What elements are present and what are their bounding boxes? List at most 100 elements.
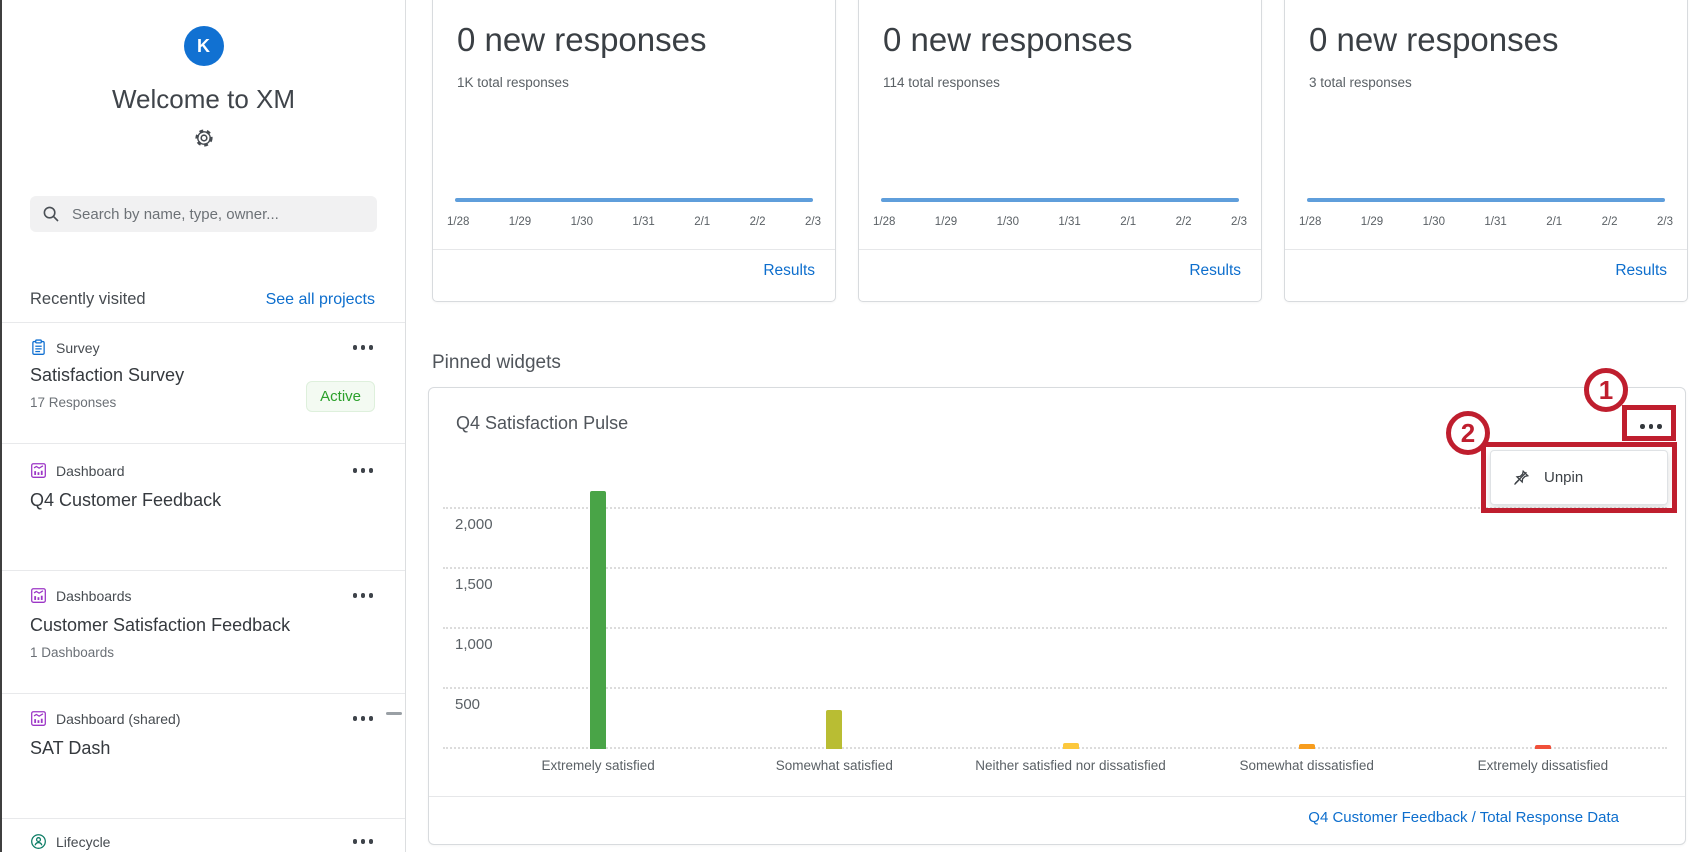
project-title[interactable]: Q4 Customer Feedback: [30, 490, 222, 510]
new-responses-headline: 0 new responses: [883, 21, 1133, 58]
x-axis-category-label: Extremely dissatisfied: [1477, 758, 1609, 773]
date-tick-label: 2/2: [749, 216, 766, 228]
search-box[interactable]: [30, 196, 377, 232]
sparkline-date-axis: 1/28 1/29 1/30 1/31 2/1 2/2 2/3: [447, 216, 821, 228]
recently-visited-label: Recently visited: [30, 290, 146, 308]
sidebar-item-satisfaction-survey[interactable]: Survey Satisfaction Survey 17 Responses …: [2, 322, 405, 443]
sparkline-date-axis: 1/28 1/29 1/30 1/31 2/1 2/2 2/3: [1299, 216, 1673, 228]
pinned-widget-q4-satisfaction-pulse: Q4 Satisfaction Pulse 500 1,000 1,500 2,000…: [428, 387, 1686, 845]
widget-footer-divider: [429, 796, 1685, 797]
x-axis-category-label: Somewhat dissatisfied: [1239, 758, 1374, 773]
dashboard-icon: [30, 710, 47, 727]
satisfaction-chart-plot: 500 1,000 1,500 2,000 Extremely satisfied Som…: [443, 449, 1667, 773]
search-icon: [42, 205, 60, 223]
status-badge: Active: [306, 381, 375, 412]
date-tick-label: 2/3: [1657, 216, 1673, 228]
date-tick-label: 1/28: [1299, 216, 1322, 228]
widget-source-link[interactable]: Q4 Customer Feedback / Total Response Da…: [1308, 809, 1619, 826]
date-tick-label: 1/29: [1360, 216, 1384, 228]
unpin-menu-item-label: Unpin: [1544, 469, 1584, 486]
sparkline-date-axis: 1/28 1/29 1/30 1/31 2/1 2/2 2/3: [873, 216, 1247, 228]
welcome-title: Welcome to XM: [111, 84, 295, 114]
y-axis-tick-label: 500: [455, 696, 481, 713]
survey-icon: [30, 339, 47, 356]
date-tick-label: 2/1: [694, 216, 711, 228]
chart-bar: [826, 710, 843, 749]
new-responses-headline: 0 new responses: [1309, 21, 1559, 58]
project-type-label: Lifecycle: [56, 833, 111, 850]
search-input[interactable]: [70, 204, 365, 224]
annotation-step-1-badge: 1: [1584, 368, 1628, 412]
results-link[interactable]: Results: [1189, 262, 1241, 279]
project-more-options-icon[interactable]: [351, 341, 376, 354]
card-divider: [1285, 249, 1687, 250]
sidebar-resize-handle[interactable]: [386, 712, 402, 715]
lifecycle-icon: [30, 833, 47, 850]
date-tick-label: 1/30: [1422, 216, 1445, 228]
unpin-menu-item[interactable]: Unpin: [1490, 450, 1668, 505]
chart-bar: [590, 491, 607, 749]
sidebar-item-q4-customer-feedback[interactable]: Dashboard Q4 Customer Feedback: [2, 443, 405, 570]
date-tick-label: 1/31: [1484, 216, 1507, 228]
widget-title: Q4 Satisfaction Pulse: [456, 413, 629, 433]
date-tick-label: 1/30: [996, 216, 1019, 228]
date-tick-label: 2/2: [1175, 216, 1192, 228]
x-axis-category-label: Neither satisfied nor dissatisfied: [975, 758, 1166, 773]
response-card-2: 0 new responses 114 total responses 1/28…: [858, 0, 1262, 302]
project-type-label: Survey: [56, 339, 100, 356]
avatar[interactable]: K: [183, 26, 224, 66]
date-tick-label: 1/28: [447, 216, 470, 228]
y-axis-tick-label: 2,000: [455, 516, 493, 533]
project-type-label: Dashboard: [56, 462, 125, 479]
date-tick-label: 1/28: [873, 216, 896, 228]
date-tick-label: 1/30: [570, 216, 593, 228]
project-more-options-icon[interactable]: [351, 589, 376, 602]
chart-bar: [1062, 743, 1079, 749]
sidebar-item-customer-satisfaction-feedback[interactable]: Dashboards Customer Satisfaction Feedbac…: [2, 570, 405, 693]
annotation-step-number: 1: [1598, 374, 1614, 405]
new-responses-headline: 0 new responses: [457, 21, 707, 58]
results-link[interactable]: Results: [1615, 262, 1667, 279]
widget-more-options-icon[interactable]: [1631, 414, 1671, 439]
sidebar-item-sat-dash[interactable]: Dashboard (shared) SAT Dash: [2, 693, 405, 818]
project-meta: 1 Dashboards: [30, 645, 115, 660]
chart-bar: [1298, 744, 1315, 749]
recent-header: Recently visited See all projects: [30, 290, 375, 309]
annotation-step-2-badge: 2: [1446, 411, 1490, 455]
date-tick-label: 2/1: [1120, 216, 1137, 228]
project-title[interactable]: SAT Dash: [30, 738, 111, 758]
response-card-1: 0 new responses 1K total responses 1/28 1…: [432, 0, 836, 302]
date-tick-label: 1/31: [632, 216, 655, 228]
chart-bar: [1534, 745, 1551, 749]
pinned-widgets-section-title: Pinned widgets: [432, 352, 561, 373]
x-axis-category-label: Extremely satisfied: [541, 758, 655, 773]
project-meta: 17 Responses: [30, 395, 117, 410]
response-card-3: 0 new responses 3 total responses 1/28 1/…: [1284, 0, 1688, 302]
date-tick-label: 2/3: [1231, 216, 1247, 228]
settings-gear-icon[interactable]: [192, 126, 216, 150]
total-responses-subtitle: 1K total responses: [457, 75, 569, 90]
card-divider: [859, 249, 1261, 250]
project-title[interactable]: Satisfaction Survey: [30, 365, 185, 385]
annotation-step-number: 2: [1460, 417, 1476, 448]
annotation-highlight-more-button: [1622, 405, 1676, 441]
chart-gridline: [443, 627, 1667, 629]
total-responses-subtitle: 3 total responses: [1309, 75, 1412, 90]
project-more-options-icon[interactable]: [351, 464, 376, 477]
results-link[interactable]: Results: [763, 262, 815, 279]
card-divider: [433, 249, 835, 250]
sidebar: K Welcome to XM Recently visited See all…: [2, 0, 405, 852]
project-more-options-icon[interactable]: [351, 835, 376, 848]
x-axis-category-label: Somewhat satisfied: [775, 758, 893, 773]
date-tick-label: 1/29: [508, 216, 532, 228]
project-title[interactable]: Customer Satisfaction Feedback: [30, 615, 291, 635]
sidebar-item-lifecycle[interactable]: Lifecycle: [2, 818, 405, 852]
date-tick-label: 1/31: [1058, 216, 1081, 228]
chart-gridline: [443, 567, 1667, 569]
y-axis-tick-label: 1,000: [455, 636, 493, 653]
date-tick-label: 2/2: [1601, 216, 1618, 228]
window-edge: [0, 0, 2, 852]
project-more-options-icon[interactable]: [351, 712, 376, 725]
see-all-projects-link[interactable]: See all projects: [265, 291, 375, 308]
